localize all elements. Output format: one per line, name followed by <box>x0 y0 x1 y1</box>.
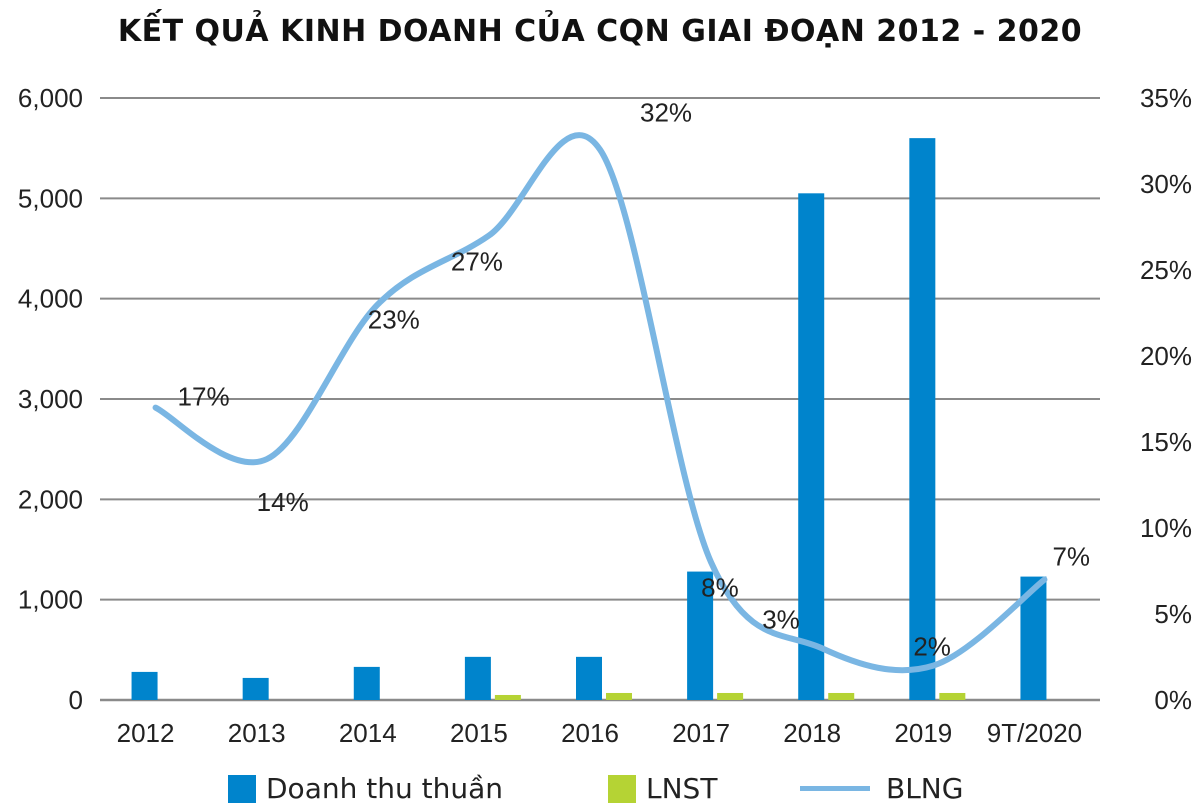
legend: Doanh thu thuần LNST BLNG <box>0 772 1200 812</box>
data-label-blng: 17% <box>178 382 230 412</box>
bar-doanh-thu <box>576 656 602 700</box>
bar-doanh-thu <box>131 671 158 700</box>
legend-swatch <box>608 774 636 803</box>
left-tick-label: 3,000 <box>18 384 83 414</box>
bar-doanh-thu <box>353 666 380 700</box>
bar-lnst <box>606 692 632 700</box>
x-tick-label: 2014 <box>339 718 397 748</box>
legend-item-blng: BLNG <box>800 772 963 805</box>
plot-area: 0 1,000 2,000 3,000 4,000 5,000 6,000 0% 5% 10% 15… <box>18 83 1192 748</box>
legend-label: Doanh thu thuần <box>266 772 503 805</box>
bar-lnst <box>939 692 966 700</box>
right-tick-label: 35% <box>1140 83 1192 113</box>
chart-title: KẾT QUẢ KINH DOANH CỦA CQN GIAI ĐOẠN 201… <box>117 14 1083 49</box>
data-label-blng: 32% <box>640 98 692 128</box>
legend-item-doanh-thu: Doanh thu thuần <box>228 772 503 805</box>
legend-label: LNST <box>646 772 718 805</box>
right-tick-label: 30% <box>1140 169 1192 199</box>
legend-line <box>800 786 870 791</box>
left-tick-label: 1,000 <box>18 585 83 615</box>
left-tick-label: 0 <box>69 685 83 715</box>
data-label-blng: 8% <box>701 572 739 602</box>
bar-doanh-thu <box>798 193 825 701</box>
bar-doanh-thu <box>464 656 491 700</box>
right-tick-label: 5% <box>1154 599 1192 629</box>
x-tick-label: 2013 <box>228 718 286 748</box>
bar-doanh-thu <box>242 677 269 700</box>
x-tick-label: 9T/2020 <box>987 718 1082 748</box>
legend-label: BLNG <box>886 772 964 805</box>
right-tick-label: 10% <box>1140 513 1192 543</box>
data-label-blng: 2% <box>913 632 951 662</box>
right-tick-label: 25% <box>1140 255 1192 285</box>
x-tick-label: 2012 <box>117 718 175 748</box>
x-tick-label: 2017 <box>672 718 730 748</box>
data-label-blng: 14% <box>257 487 309 517</box>
left-tick-label: 6,000 <box>18 83 83 113</box>
data-label-blng: 23% <box>368 304 420 334</box>
data-label-blng: 3% <box>762 604 800 634</box>
bar-lnst <box>717 692 744 700</box>
left-tick-label: 2,000 <box>18 484 83 514</box>
x-tick-label: 2016 <box>561 718 619 748</box>
data-label-blng: 27% <box>451 247 503 277</box>
x-tick-label: 2019 <box>894 718 952 748</box>
bar-doanh-thu <box>909 138 936 701</box>
left-tick-label: 5,000 <box>18 183 83 213</box>
bar-lnst <box>494 694 521 700</box>
right-tick-label: 20% <box>1140 341 1192 371</box>
x-tick-label: 2018 <box>783 718 841 748</box>
right-tick-label: 0% <box>1154 685 1192 715</box>
legend-item-lnst: LNST <box>608 772 717 805</box>
right-tick-label: 15% <box>1140 427 1192 457</box>
left-tick-label: 4,000 <box>18 284 83 314</box>
legend-swatch <box>228 774 256 803</box>
bar-lnst <box>828 692 855 700</box>
bar-doanh-thu <box>687 571 714 700</box>
line-blng <box>152 132 1048 674</box>
x-tick-label: 2015 <box>450 718 508 748</box>
data-label-blng: 7% <box>1052 542 1090 572</box>
